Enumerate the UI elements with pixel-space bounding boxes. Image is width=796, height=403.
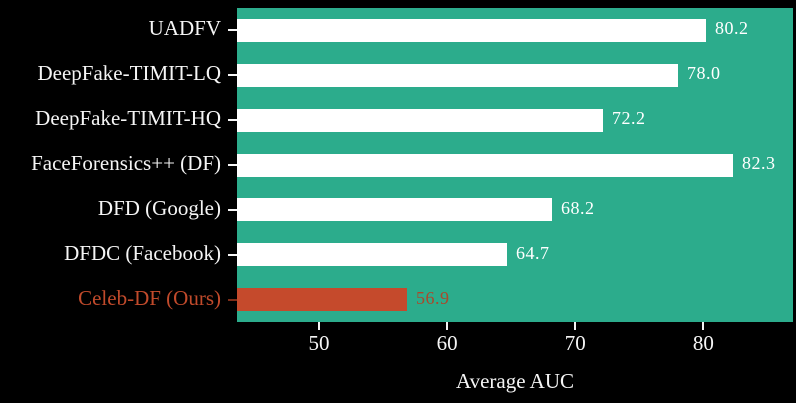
y-axis-tick: [228, 29, 238, 32]
value-label: 82.3: [742, 153, 776, 173]
bar: [237, 18, 706, 42]
bar: [237, 63, 678, 87]
value-label: 64.7: [516, 242, 550, 263]
x-tick-label: 80: [692, 331, 714, 355]
x-axis-tick: [317, 322, 320, 330]
y-axis-tick: [228, 74, 238, 77]
category-label: DeepFake-TIMIT-HQ: [35, 106, 221, 131]
x-tick-label: 70: [564, 331, 586, 355]
bar-highlighted: [237, 288, 407, 312]
x-axis-label: Average AUC: [456, 369, 574, 393]
bar: [237, 198, 552, 222]
category-label: DFD (Google): [97, 195, 221, 220]
x-tick-label: 60: [436, 331, 458, 355]
value-label: 80.2: [715, 18, 749, 39]
x-axis-tick: [702, 322, 705, 330]
y-axis-tick: [228, 208, 238, 211]
bar: [237, 153, 733, 177]
category-label: DFDC (Facebook): [64, 240, 221, 265]
y-axis-tick: [228, 298, 238, 301]
x-axis-tick: [574, 322, 577, 330]
value-label: 68.2: [561, 197, 595, 218]
bar: [237, 243, 507, 267]
value-label: 72.2: [612, 108, 646, 129]
category-label: DeepFake-TIMIT-LQ: [37, 61, 222, 86]
value-label: 78.0: [687, 63, 721, 84]
bar: [237, 108, 603, 132]
y-axis-tick: [228, 253, 238, 256]
category-label: Celeb-DF (Ours): [78, 285, 221, 310]
x-axis-tick: [446, 322, 449, 330]
value-label: 56.9: [416, 287, 450, 308]
category-label: UADFV: [148, 16, 221, 41]
x-tick-label: 50: [308, 331, 330, 355]
y-axis-tick: [228, 164, 238, 166]
y-axis-tick: [228, 119, 238, 122]
category-label: FaceForensics++ (DF): [31, 151, 221, 175]
